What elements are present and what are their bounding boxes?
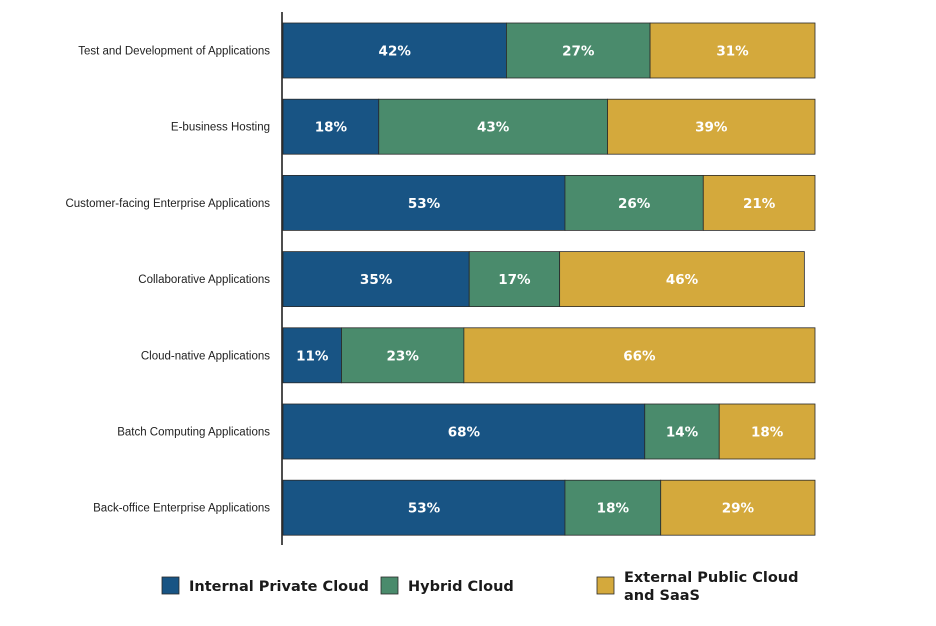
bar-segment [506,22,651,79]
bar-segment [378,98,608,155]
data-label: 53% [408,501,441,517]
legend-label: and SaaS [624,588,700,604]
bar-segment [282,479,566,536]
category-label: E-business Hosting [171,122,270,134]
category-label: Back-office Enterprise Applications [93,503,270,515]
bar-segment [559,251,805,308]
bar-segment [282,327,342,384]
bars-group: 42% 27% 31% 18% 43% 39% 53% 26% 21% 35% 17% 46% 11% 2… [282,22,816,536]
data-label: 23% [387,348,420,364]
data-label: 43% [477,120,510,136]
bar-segment [282,174,566,231]
category-label: Collaborative Applications [138,274,270,286]
data-label: 39% [695,120,728,136]
bar-segment [282,403,646,460]
bar-segment [282,22,507,79]
legend-label: Hybrid Cloud [408,579,514,595]
data-label: 14% [666,425,699,441]
legend-label: Internal Private Cloud [189,579,369,595]
legend: Internal Private Cloud Hybrid Cloud Extern… [161,570,799,604]
data-label: 31% [716,44,749,60]
bar-segment [607,98,816,155]
category-labels-group: Test and Development of Applications E-bu… [65,46,270,515]
category-label: Customer-facing Enterprise Applications [65,198,270,210]
bar-segment [341,327,465,384]
data-label: 42% [379,44,412,60]
data-label: 29% [722,501,755,517]
data-label: 66% [623,348,656,364]
legend-swatch [380,576,399,595]
bar-segment [463,327,816,384]
bar-segment [282,251,470,308]
bar-segment [564,174,704,231]
data-label: 26% [618,196,651,212]
data-label: 46% [666,272,699,288]
data-label: 11% [296,348,329,364]
legend-swatch [161,576,180,595]
category-label: Cloud-native Applications [141,350,270,362]
data-label: 21% [743,196,776,212]
bar-segment [644,403,720,460]
data-label: 35% [360,272,393,288]
category-label: Batch Computing Applications [117,427,270,439]
bar-segment [702,174,816,231]
data-label: 17% [498,272,531,288]
data-label: 18% [751,425,784,441]
bar-segment [649,22,816,79]
data-label: 68% [448,425,481,441]
bar-segment [564,479,662,536]
data-label: 18% [315,120,348,136]
category-label: Test and Development of Applications [78,46,270,58]
data-label: 53% [408,196,441,212]
bar-segment [282,98,380,155]
legend-label: External Public Cloud [624,570,799,586]
data-label: 18% [597,501,630,517]
data-label: 27% [562,44,595,60]
bar-segment [660,479,816,536]
bar-segment [718,403,816,460]
legend-swatch [596,576,615,595]
